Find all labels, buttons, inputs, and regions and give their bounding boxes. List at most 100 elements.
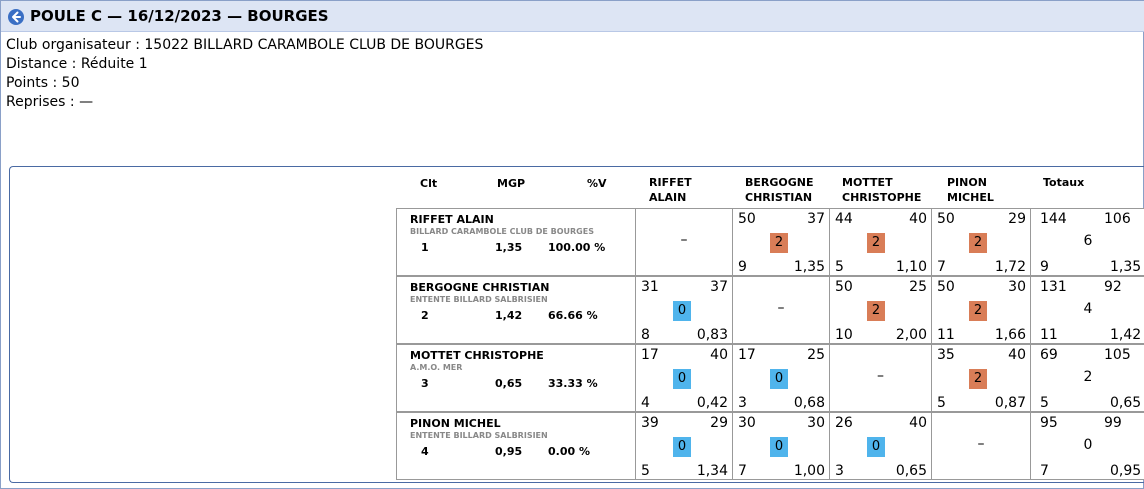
totals-opponent-points: 106 (1104, 211, 1131, 227)
match-cell-r3-c4: 35 40 2 5 0,87 (931, 344, 1031, 412)
player-mgp: 1,35 (495, 241, 523, 254)
match-cell-r3-c1: 17 40 0 4 0,42 (635, 344, 733, 412)
match-reprises: 5 (937, 395, 946, 411)
totals-average: 0,95 (1110, 463, 1142, 479)
match-average: 1,72 (994, 259, 1026, 275)
totals-match-points: 4 (1083, 301, 1093, 317)
match-average: 0,83 (696, 327, 728, 343)
results-panel (9, 166, 1144, 483)
back-arrow-icon[interactable] (8, 9, 24, 25)
match-cell-r1-c3: 44 40 2 5 1,10 (829, 208, 932, 276)
totals-match-points: 2 (1083, 369, 1093, 385)
match-average: 2,00 (895, 327, 927, 343)
title-bar: POULE C — 16/12/2023 — BOURGES (1, 1, 1144, 32)
match-cell-r4-c4: – (931, 412, 1031, 480)
match-cell-r3-c3: – (829, 344, 932, 412)
match-points: 26 (835, 415, 853, 431)
player-rank: 4 (421, 445, 429, 458)
match-opponent-points: 30 (807, 415, 825, 431)
match-cell-r4-c3: 26 40 0 3 0,65 (829, 412, 932, 480)
organizer-club: Club organisateur : 15022 BILLARD CARAMB… (6, 37, 484, 53)
header-player-3: MOTTET (842, 176, 893, 189)
player-row-2: BERGOGNE CHRISTIAN ENTENTE BILLARD SALBRI… (396, 276, 636, 344)
match-reprises: 3 (835, 463, 844, 479)
totals-reprises: 9 (1040, 259, 1049, 275)
header-player-2-second-line: CHRISTIAN (745, 191, 813, 204)
match-reprises: 7 (937, 259, 946, 275)
totals-reprises: 11 (1040, 327, 1058, 343)
player-club: A.M.O. MER (410, 363, 463, 372)
match-average: 0,68 (793, 395, 825, 411)
match-cell-r1-c1: – (635, 208, 733, 276)
match-average: 1,35 (793, 259, 825, 275)
header-player-4-second-line: MICHEL (947, 191, 994, 204)
match-match-points-badge: 2 (867, 233, 885, 253)
match-reprises: 10 (835, 327, 853, 343)
match-cell-r2-c1: 31 37 0 8 0,83 (635, 276, 733, 344)
totals-points: 95 (1040, 415, 1058, 431)
match-opponent-points: 40 (710, 347, 728, 363)
player-rank: 1 (421, 241, 429, 254)
match-points: 50 (738, 211, 756, 227)
player-club: ENTENTE BILLARD SALBRISIEN (410, 431, 548, 440)
match-points: 50 (835, 279, 853, 295)
match-cell-r2-c2: – (732, 276, 830, 344)
player-rank: 3 (421, 377, 429, 390)
totals-average: 1,42 (1110, 327, 1142, 343)
player-mgp: 0,65 (495, 377, 523, 390)
totals-cell-r2: 131 92 4 11 1,42 (1030, 276, 1144, 344)
header-player-1: RIFFET (649, 176, 692, 189)
header-clt: Clt (420, 177, 438, 190)
player-rank: 2 (421, 309, 429, 322)
totals-reprises: 7 (1040, 463, 1049, 479)
match-points: 44 (835, 211, 853, 227)
match-match-points-badge: 2 (969, 301, 987, 321)
match-points: 39 (641, 415, 659, 431)
header-player-1-second-line: ALAIN (649, 191, 687, 204)
player-name: MOTTET CHRISTOPHE (410, 349, 544, 362)
match-cell-r4-c2: 30 30 0 7 1,00 (732, 412, 830, 480)
match-reprises: 5 (641, 463, 650, 479)
match-cell-r1-c2: 50 37 2 9 1,35 (732, 208, 830, 276)
match-reprises: 9 (738, 259, 747, 275)
empty-self-match: – (680, 232, 688, 248)
match-match-points-badge: 0 (673, 369, 691, 389)
match-average: 0,65 (895, 463, 927, 479)
match-reprises: 8 (641, 327, 650, 343)
match-average: 1,34 (696, 463, 728, 479)
match-points: 30 (738, 415, 756, 431)
match-reprises: 11 (937, 327, 955, 343)
match-points: 17 (641, 347, 659, 363)
match-cell-r2-c3: 50 25 2 10 2,00 (829, 276, 932, 344)
totals-average: 1,35 (1110, 259, 1142, 275)
match-match-points-badge: 2 (969, 369, 987, 389)
match-match-points-badge: 0 (770, 369, 788, 389)
match-average: 1,66 (994, 327, 1026, 343)
match-cell-r3-c2: 17 25 0 3 0,68 (732, 344, 830, 412)
player-row-3: MOTTET CHRISTOPHE A.M.O. MER 3 0,65 33.33 % (396, 344, 636, 412)
player-row-1: RIFFET ALAIN BILLARD CARAMBOLE CLUB DE BO… (396, 208, 636, 276)
match-average: 0,42 (696, 395, 728, 411)
player-club: ENTENTE BILLARD SALBRISIEN (410, 295, 548, 304)
match-opponent-points: 37 (710, 279, 728, 295)
totals-cell-r3: 69 105 2 5 0,65 (1030, 344, 1144, 412)
header-player-3-second-line: CHRISTOPHE (842, 191, 922, 204)
player-club: BILLARD CARAMBOLE CLUB DE BOURGES (410, 227, 594, 236)
totals-match-points: 0 (1083, 437, 1093, 453)
match-opponent-points: 30 (1008, 279, 1026, 295)
totals-points: 69 (1040, 347, 1058, 363)
match-cell-r1-c4: 50 29 2 7 1,72 (931, 208, 1031, 276)
player-name: PINON MICHEL (410, 417, 501, 430)
player-name: RIFFET ALAIN (410, 213, 494, 226)
match-cell-r4-c1: 39 29 0 5 1,34 (635, 412, 733, 480)
player-win-percent: 33.33 % (548, 377, 598, 390)
match-opponent-points: 25 (909, 279, 927, 295)
match-reprises: 3 (738, 395, 747, 411)
page-title: POULE C — 16/12/2023 — BOURGES (30, 7, 329, 25)
match-average: 0,87 (994, 395, 1026, 411)
match-points: 50 (937, 279, 955, 295)
player-win-percent: 0.00 % (548, 445, 590, 458)
totals-points: 131 (1040, 279, 1067, 295)
empty-self-match: – (977, 436, 985, 452)
match-match-points-badge: 2 (770, 233, 788, 253)
